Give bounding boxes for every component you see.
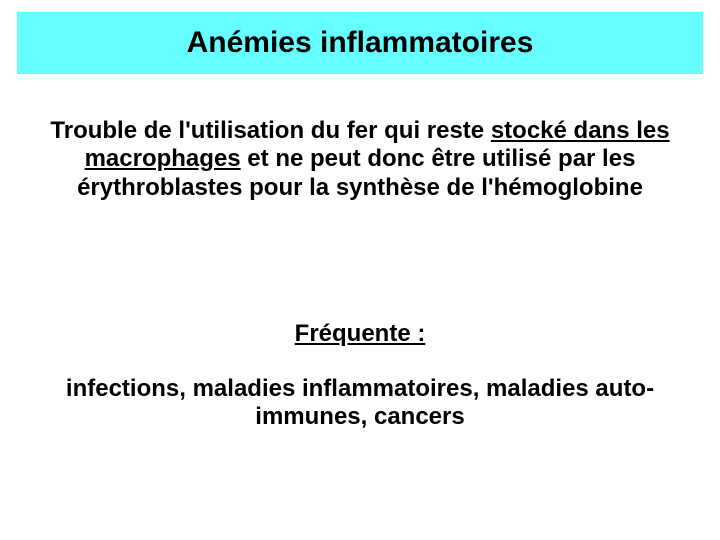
body-paragraph-2: infections, maladies inflammatoires, mal…	[18, 375, 702, 432]
description-paragraph: Trouble de l'utilisation du fer qui rest…	[22, 117, 698, 202]
description-prefix: Trouble de l'utilisation du fer qui rest…	[50, 117, 490, 144]
slide-title: Anémies inflammatoires	[187, 26, 534, 60]
subheading: Fréquente :	[0, 320, 720, 348]
title-bar: Anémies inflammatoires	[17, 12, 703, 74]
